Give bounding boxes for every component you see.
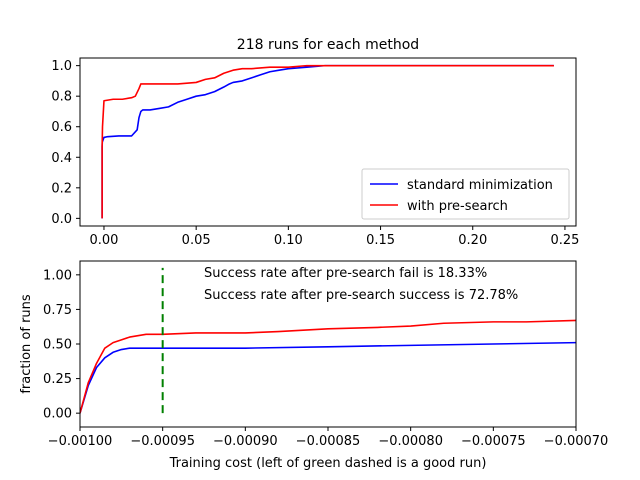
bottom-y-tick-label: 1.00 — [43, 268, 72, 283]
bottom-y-tick-label: 0.00 — [43, 407, 72, 422]
bottom-chart-frame — [79, 260, 577, 428]
top-y-tick-label: 0.6 — [51, 120, 72, 135]
top-chart-frame — [79, 57, 577, 227]
legend-label-standard-minimization: standard minimization — [407, 178, 553, 193]
bottom-x-tick-label: −0.00095 — [130, 434, 195, 449]
bottom-series-line-standard-minimization — [80, 341, 576, 414]
top-chart-legend: standard minimization with pre-search — [361, 168, 570, 220]
top-chart: 218 runs for each method 0.00 0.05 0.10 0.1… — [51, 37, 579, 248]
top-y-tick-label: 0.8 — [51, 90, 72, 105]
bottom-y-tick-label: 0.75 — [43, 303, 72, 318]
bottom-chart-xlabel: Training cost (left of green dashed is a… — [169, 456, 487, 471]
bottom-series-line-with-pre-search — [80, 319, 576, 414]
top-chart-title: 218 runs for each method — [237, 37, 419, 53]
top-chart-ticks: 0.00 0.05 0.10 0.15 0.20 0.25 0.0 0.2 0.4 0.6 0.8 1… — [51, 59, 579, 248]
top-x-tick-label: 0.00 — [89, 233, 118, 248]
top-y-tick-label: 0.2 — [51, 181, 72, 196]
top-x-tick-label: 0.05 — [182, 233, 211, 248]
bottom-chart: −0.00100 −0.00095 −0.00090 −0.00085 −0.00080… — [19, 260, 608, 471]
bottom-x-tick-label: −0.00100 — [48, 434, 113, 449]
bottom-y-tick-label: 0.50 — [43, 338, 72, 353]
top-y-tick-label: 0.4 — [51, 151, 72, 166]
top-x-tick-label: 0.20 — [458, 233, 487, 248]
annotation-pre-search-success: Success rate after pre-search success is… — [204, 288, 518, 303]
bottom-chart-series — [80, 319, 576, 414]
top-series-line-with-pre-search — [101, 64, 554, 219]
legend-label-with-pre-search: with pre-search — [407, 199, 508, 214]
bottom-x-tick-label: −0.00070 — [544, 434, 609, 449]
bottom-x-tick-label: −0.00080 — [378, 434, 443, 449]
annotation-pre-search-fail: Success rate after pre-search fail is 18… — [204, 266, 487, 281]
top-x-tick-label: 0.10 — [274, 233, 303, 248]
top-y-tick-label: 0.0 — [51, 212, 72, 227]
bottom-chart-ticks: −0.00100 −0.00095 −0.00090 −0.00085 −0.00080… — [43, 268, 608, 449]
top-x-tick-label: 0.15 — [366, 233, 395, 248]
bottom-y-tick-label: 0.25 — [43, 372, 72, 387]
top-x-tick-label: 0.25 — [550, 233, 579, 248]
bottom-chart-ylabel: fraction of runs — [19, 294, 34, 394]
top-y-tick-label: 1.0 — [51, 59, 72, 74]
top-series-line-standard-minimization — [101, 64, 554, 219]
bottom-x-tick-label: −0.00075 — [461, 434, 526, 449]
legend-box — [361, 168, 570, 220]
top-chart-series — [101, 64, 554, 219]
bottom-x-tick-label: −0.00085 — [296, 434, 361, 449]
bottom-x-tick-label: −0.00090 — [213, 434, 278, 449]
